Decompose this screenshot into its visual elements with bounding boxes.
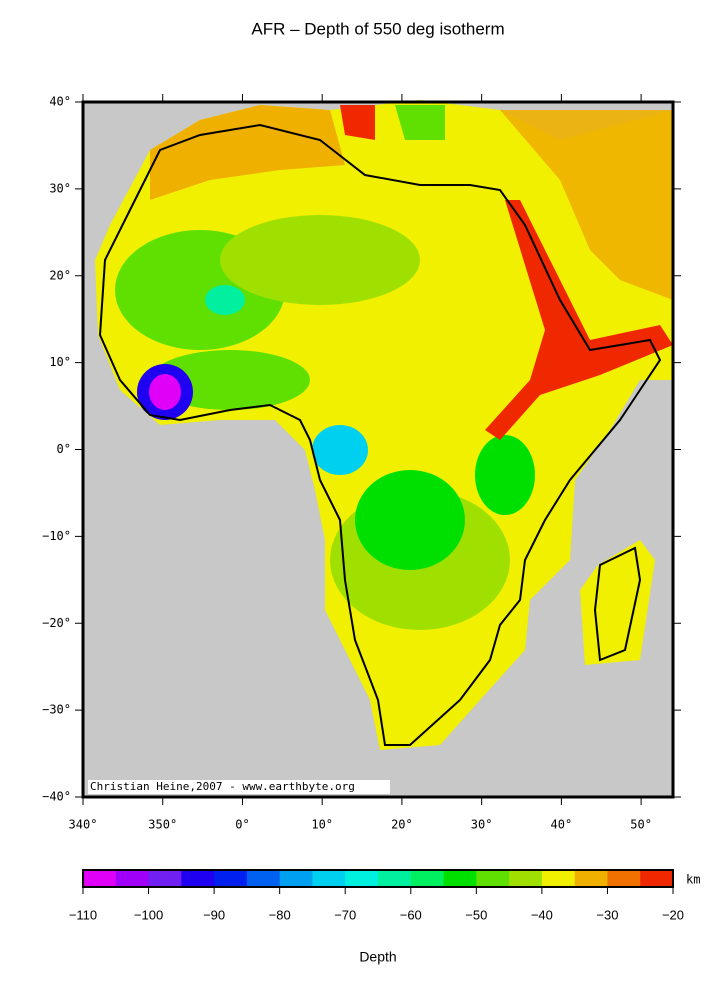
colorbar-swatch xyxy=(607,870,641,887)
colorbar-tick-label: −60 xyxy=(400,907,422,922)
depth-field-cyan xyxy=(205,285,245,315)
x-tick-label: 20° xyxy=(391,818,413,832)
title: AFR – Depth of 550 deg isotherm xyxy=(251,19,504,38)
colorbar-swatch xyxy=(640,870,674,887)
depth-field-green xyxy=(355,470,465,570)
colorbar-tick-label: −70 xyxy=(334,907,356,922)
x-tick-label: 350° xyxy=(148,818,177,832)
colorbar-tick-label: −80 xyxy=(269,907,291,922)
colorbar-swatch xyxy=(443,870,477,887)
colorbar-unit: km xyxy=(686,873,700,887)
y-tick-label: 0° xyxy=(57,442,71,456)
x-tick-label: 50° xyxy=(630,818,652,832)
colorbar-swatch xyxy=(476,870,510,887)
colorbar-swatch xyxy=(312,870,346,887)
y-tick-label: 30° xyxy=(49,181,71,195)
depth-field-green xyxy=(395,105,445,140)
colorbar-tick-label: −110 xyxy=(69,907,97,922)
x-tick-label: 30° xyxy=(471,818,493,832)
colorbar-tick-label: −50 xyxy=(465,907,487,922)
colorbar-tick-label: −30 xyxy=(596,907,618,922)
colorbar-tick-label: −40 xyxy=(531,907,553,922)
colorbar-swatch xyxy=(246,870,281,887)
colorbar: km Depth −110 −100 −90 −80 −70 −60 −50 −40 −30 −2… xyxy=(69,869,700,965)
y-tick-label: −30° xyxy=(42,703,71,717)
depth-field-magenta xyxy=(149,374,181,410)
x-tick-label: 40° xyxy=(551,818,573,832)
colorbar-swatch xyxy=(279,870,313,887)
colorbar-swatch xyxy=(148,870,182,887)
y-tick-label: 20° xyxy=(49,268,71,282)
x-tick-label: 0° xyxy=(235,818,249,832)
colorbar-swatch xyxy=(378,870,412,887)
depth-field-green xyxy=(220,215,420,305)
credit: Christian Heine,2007 - www.earthbyte.org xyxy=(90,780,355,793)
depth-field-cyan xyxy=(312,425,368,475)
map-area: Christian Heine,2007 - www.earthbyte.org xyxy=(81,100,675,799)
depth-field-orange xyxy=(500,110,673,300)
y-tick-label: 10° xyxy=(49,355,71,369)
colorbar-swatch xyxy=(214,870,248,887)
colorbar-swatch xyxy=(115,870,150,887)
colorbar-swatch xyxy=(181,870,215,887)
y-tick-label: 40° xyxy=(49,95,71,109)
colorbar-frame xyxy=(82,869,674,888)
colorbar-swatch xyxy=(541,870,576,887)
colorbar-swatch xyxy=(83,870,117,887)
colorbar-tick-label: −90 xyxy=(203,907,225,922)
rift-zone xyxy=(485,200,673,440)
depth-field-green xyxy=(475,435,535,515)
coastline xyxy=(98,123,662,746)
colorbar-tick-label: −100 xyxy=(134,907,163,922)
madagascar-coastline xyxy=(593,546,642,662)
colorbar-swatch xyxy=(509,870,543,887)
colorbar-swatch xyxy=(574,870,608,887)
y-tick-label: −20° xyxy=(42,616,71,630)
colorbar-label: Depth xyxy=(359,949,396,965)
colorbar-tick-label: −20 xyxy=(662,907,684,922)
y-tick-label: −10° xyxy=(42,529,71,543)
x-tick-label: 340° xyxy=(69,818,98,832)
credit-box xyxy=(88,780,390,794)
colorbar-swatch xyxy=(345,870,379,887)
colorbar-swatch xyxy=(410,870,445,887)
y-tick-label: −40° xyxy=(42,790,71,804)
x-tick-label: 10° xyxy=(311,818,333,832)
depth-field-orange xyxy=(150,105,345,200)
depth-field-red xyxy=(340,105,375,140)
